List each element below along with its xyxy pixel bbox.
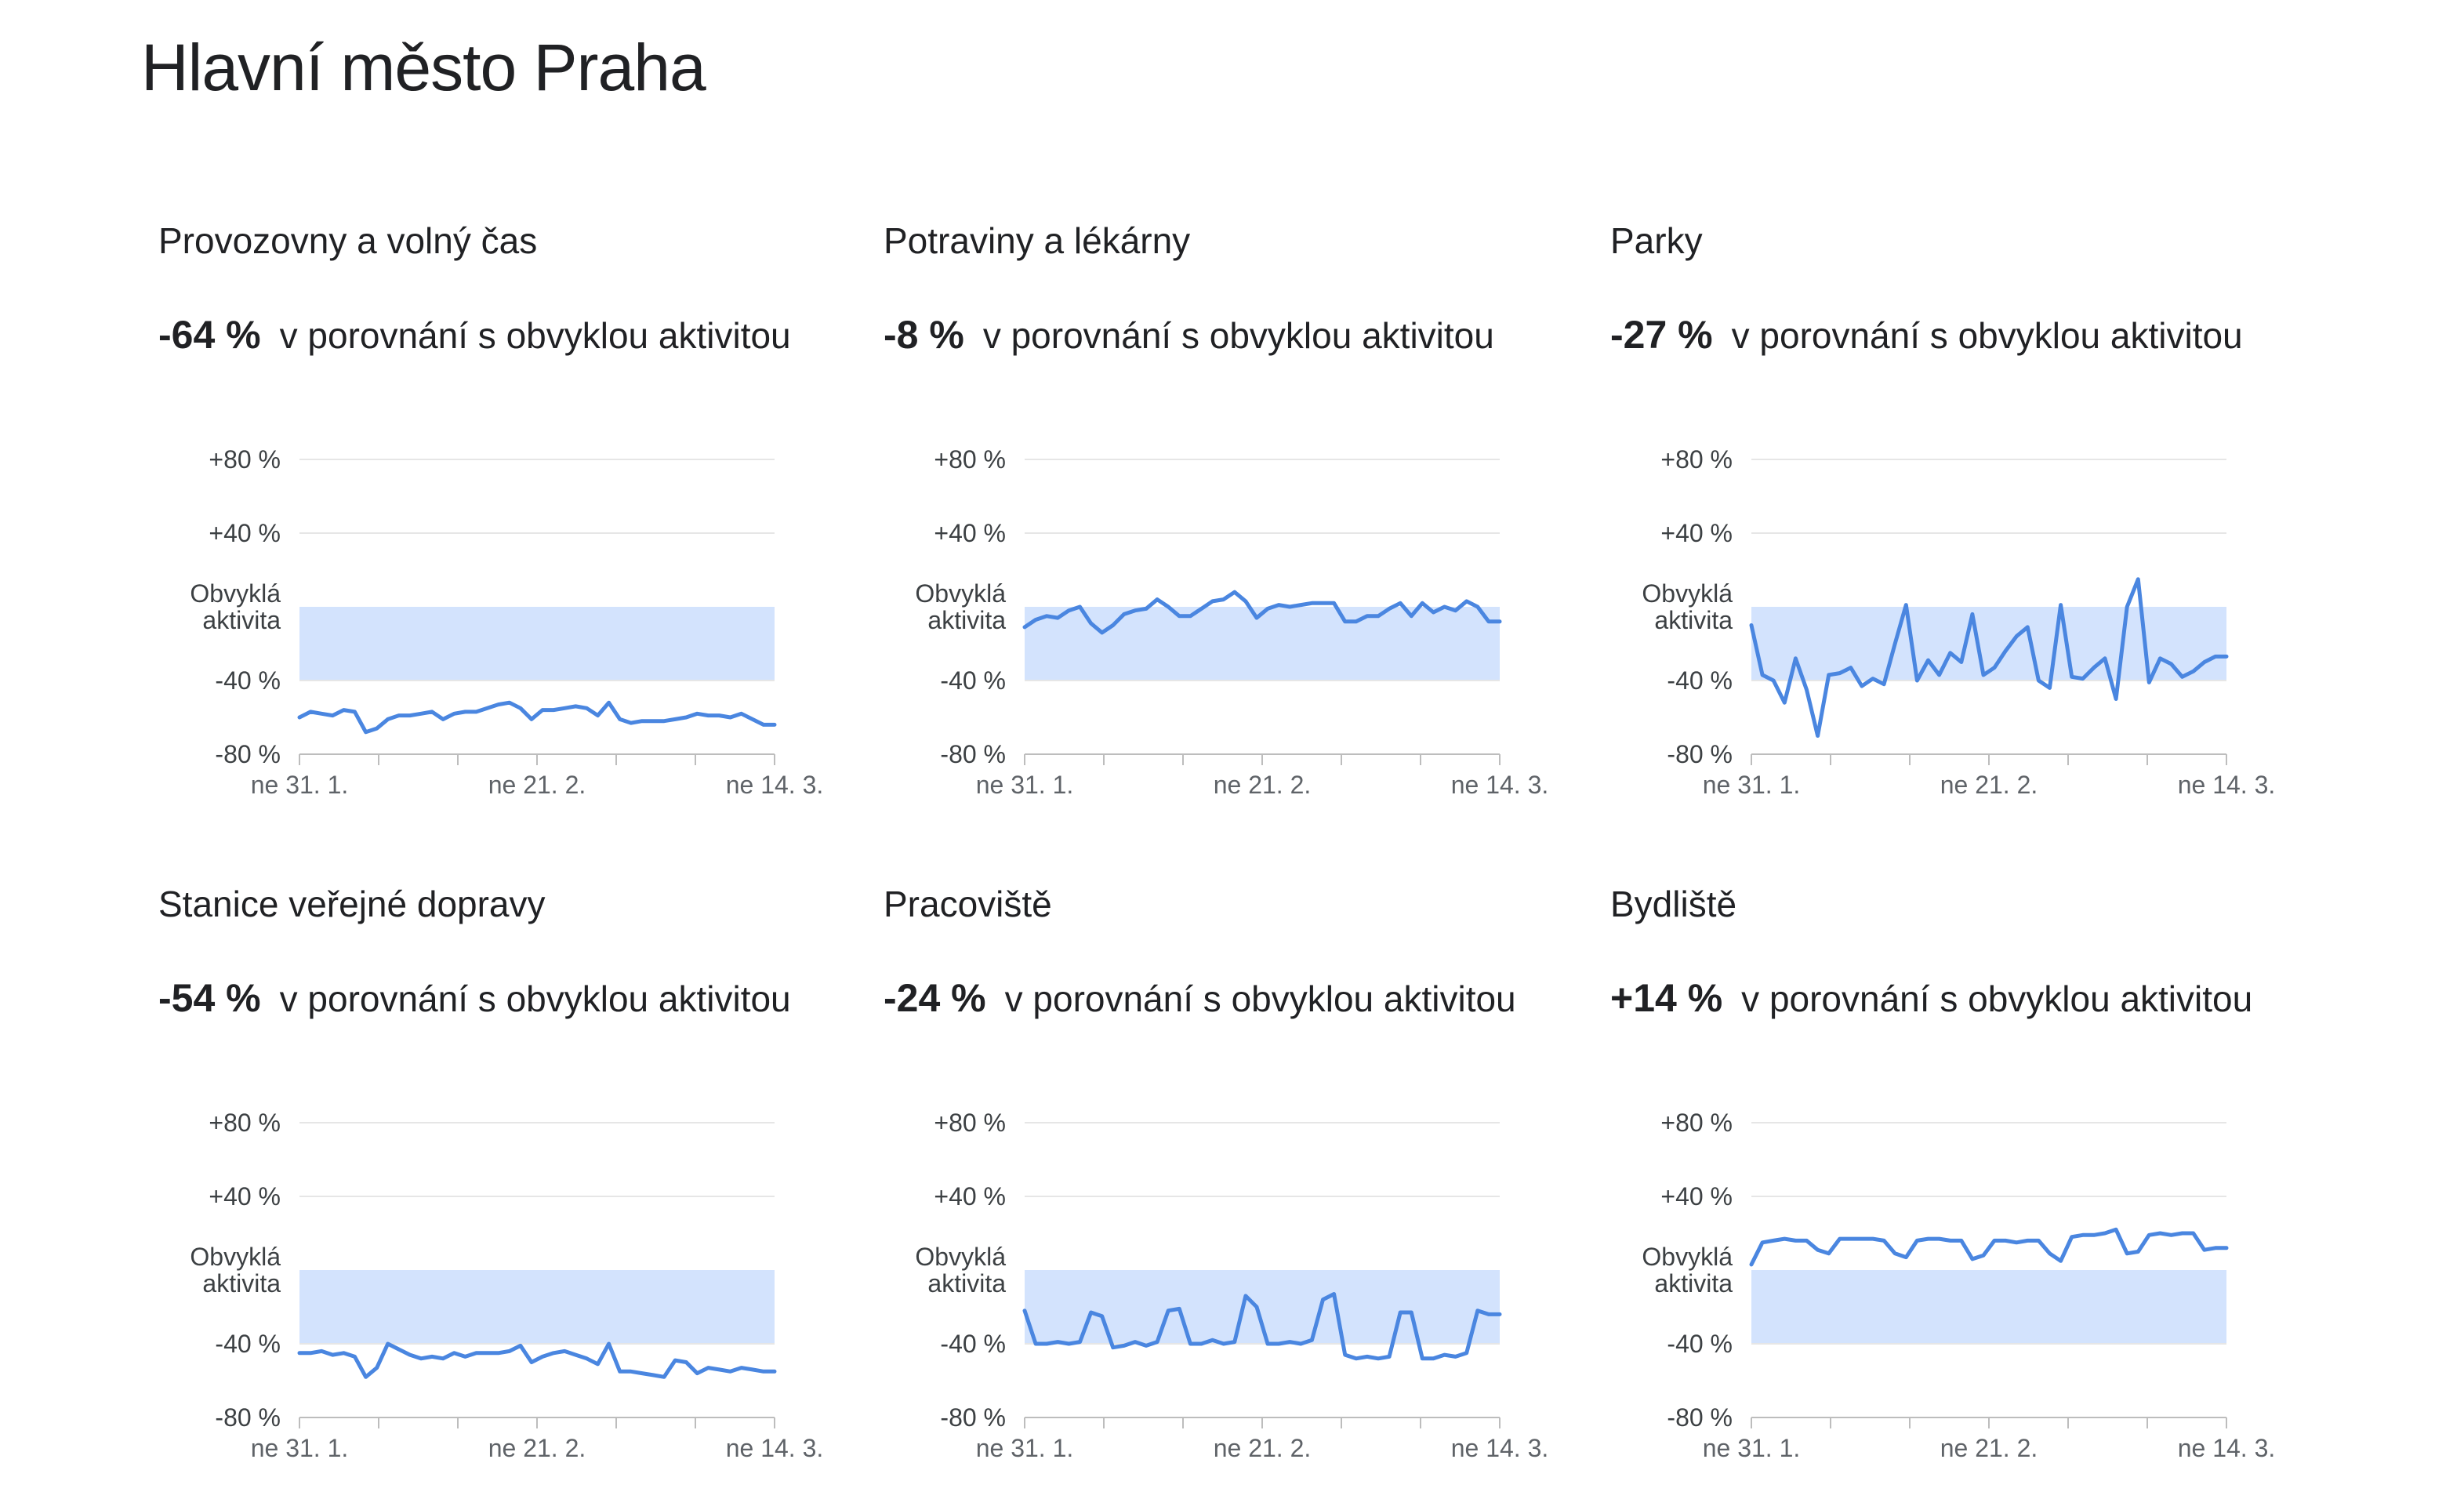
comparison-text: v porovnání s obvyklou aktivitou — [982, 315, 1494, 356]
x-tick-label: ne 14. 3. — [2178, 771, 2276, 799]
x-tick-label: ne 21. 2. — [1214, 771, 1312, 799]
percent-change: -8 % — [884, 313, 964, 357]
line-chart: +80 % +40 % Obvyklá aktivita -40 % -80 % ne 31… — [915, 445, 1549, 799]
x-tick-label: ne 21. 2. — [1940, 771, 2038, 799]
baseline-band — [299, 1270, 775, 1344]
x-tick-label: ne 31. 1. — [976, 771, 1074, 799]
chart-title: Bydliště — [1610, 884, 1737, 924]
y-tick-label: Obvyklá aktivita — [190, 1243, 281, 1298]
y-tick-label: +40 % — [934, 1182, 1006, 1211]
y-tick-label: +80 % — [934, 1109, 1006, 1137]
y-tick-label: +40 % — [209, 1182, 281, 1211]
series-line — [1022, 590, 1502, 635]
page-title: Hlavní město Praha — [141, 31, 706, 104]
series-line — [1022, 1292, 1502, 1361]
y-tick-label: +80 % — [209, 1109, 281, 1137]
line-chart: +80 % +40 % Obvyklá aktivita -40 % -80 %ne 31… — [190, 1109, 824, 1462]
chart-title: Stanice veřejné dopravy — [158, 884, 546, 924]
chart-panel-workplaces: Pracoviště -24 % v porovnání s obvyklou a… — [866, 883, 1588, 1510]
chart-panel-parks: Parky -27 % v porovnání s obvyklou aktivi… — [1593, 220, 2314, 847]
comparison-text: v porovnání s obvyklou aktivitou — [279, 978, 791, 1019]
y-tick-label: -40 % — [940, 1330, 1006, 1358]
y-tick-label: +40 % — [1660, 1182, 1733, 1211]
baseline-band — [299, 607, 775, 681]
chart-title: Parky — [1610, 220, 1703, 261]
percent-change: -24 % — [884, 976, 986, 1020]
baseline-band — [1751, 1270, 2226, 1344]
line-chart: +80 % +40 % Obvyklá aktivita -40 % -80 %ne 31… — [915, 1109, 1549, 1462]
comparison-text: v porovnání s obvyklou aktivitou — [1004, 978, 1516, 1019]
y-tick-label: -40 % — [215, 666, 281, 695]
x-tick-label: ne 21. 2. — [488, 1434, 586, 1462]
x-tick-label: ne 21. 2. — [488, 771, 586, 799]
y-tick-label: -80 % — [1667, 740, 1733, 768]
y-tick-label: +80 % — [1660, 445, 1733, 474]
comparison-text: v porovnání s obvyklou aktivitou — [1741, 978, 2253, 1019]
y-tick-label: -40 % — [1667, 1330, 1733, 1358]
baseline-band — [1025, 607, 1500, 681]
x-tick-label: ne 14. 3. — [726, 771, 824, 799]
series-line — [297, 1341, 777, 1379]
x-tick-label: ne 21. 2. — [1940, 1434, 2038, 1462]
y-tick-label: +80 % — [209, 445, 281, 474]
y-tick-label: Obvyklá aktivita — [190, 579, 281, 634]
y-tick-label: -80 % — [940, 1403, 1006, 1432]
x-tick-label: ne 31. 1. — [1703, 1434, 1801, 1462]
line-chart: +80 % +40 % Obvyklá aktivita -40 % -80 %ne 31… — [1642, 1109, 2276, 1462]
y-tick-label: -80 % — [940, 740, 1006, 768]
percent-change: -64 % — [158, 313, 261, 357]
chart-title: Potraviny a lékárny — [884, 220, 1191, 261]
series-line — [297, 700, 777, 735]
chart-panel-grocery: Potraviny a lékárny -8 % v porovnání s ob… — [866, 220, 1588, 847]
y-tick-label: Obvyklá aktivita — [915, 1243, 1006, 1298]
x-tick-label: ne 31. 1. — [1703, 771, 1801, 799]
x-tick-label: ne 31. 1. — [976, 1434, 1074, 1462]
x-tick-label: ne 31. 1. — [251, 771, 349, 799]
series-line — [1749, 577, 2229, 738]
line-chart: +80 % +40 % Obvyklá aktivita -40 % -80 % ne 31… — [1642, 445, 2276, 799]
baseline-band — [1025, 1270, 1500, 1344]
y-tick-label: +40 % — [934, 519, 1006, 547]
percent-change: -54 % — [158, 976, 261, 1020]
chart-panel-retail: Provozovny a volný čas -64 % v porovnání … — [141, 220, 862, 847]
chart-panel-transit: Stanice veřejné dopravy -54 % v porovnání… — [141, 883, 862, 1510]
y-tick-label: Obvyklá aktivita — [915, 579, 1006, 634]
y-tick-label: +40 % — [209, 519, 281, 547]
percent-change: -27 % — [1610, 313, 1713, 357]
y-tick-label: +40 % — [1660, 519, 1733, 547]
stat-line: -27 % v porovnání s obvyklou aktivitou — [1610, 312, 2243, 358]
y-tick-label: -80 % — [215, 1403, 281, 1432]
y-tick-label: Obvyklá aktivita — [1642, 579, 1733, 634]
y-tick-label: Obvyklá aktivita — [1642, 1243, 1733, 1298]
y-tick-label: -40 % — [215, 1330, 281, 1358]
percent-change: +14 % — [1610, 976, 1723, 1020]
comparison-text: v porovnání s obvyklou aktivitou — [1731, 315, 2243, 356]
series-line — [1749, 1227, 2229, 1267]
stat-line: -54 % v porovnání s obvyklou aktivitou — [158, 975, 791, 1021]
x-tick-label: ne 21. 2. — [1214, 1434, 1312, 1462]
chart-title: Pracoviště — [884, 884, 1052, 924]
x-tick-label: ne 14. 3. — [1451, 771, 1549, 799]
stat-line: -8 % v porovnání s obvyklou aktivitou — [884, 312, 1494, 358]
stat-line: -24 % v porovnání s obvyklou aktivitou — [884, 975, 1516, 1021]
stat-line: +14 % v porovnání s obvyklou aktivitou — [1610, 975, 2252, 1021]
y-tick-label: -40 % — [940, 666, 1006, 695]
x-tick-label: ne 31. 1. — [251, 1434, 349, 1462]
chart-title: Provozovny a volný čas — [158, 220, 538, 261]
y-tick-label: -80 % — [215, 740, 281, 768]
x-tick-label: ne 14. 3. — [2178, 1434, 2276, 1462]
x-tick-label: ne 14. 3. — [726, 1434, 824, 1462]
y-tick-label: -80 % — [1667, 1403, 1733, 1432]
stat-line: -64 % v porovnání s obvyklou aktivitou — [158, 312, 791, 358]
line-chart: +80 % +40 % Obvyklá aktivita -40 % -80 % ne 31… — [190, 445, 824, 799]
y-tick-label: -40 % — [1667, 666, 1733, 695]
y-tick-label: +80 % — [1660, 1109, 1733, 1137]
comparison-text: v porovnání s obvyklou aktivitou — [279, 315, 791, 356]
x-tick-label: ne 14. 3. — [1451, 1434, 1549, 1462]
chart-panel-residential: Bydliště +14 % v porovnání s obvyklou akt… — [1593, 883, 2314, 1510]
y-tick-label: +80 % — [934, 445, 1006, 474]
